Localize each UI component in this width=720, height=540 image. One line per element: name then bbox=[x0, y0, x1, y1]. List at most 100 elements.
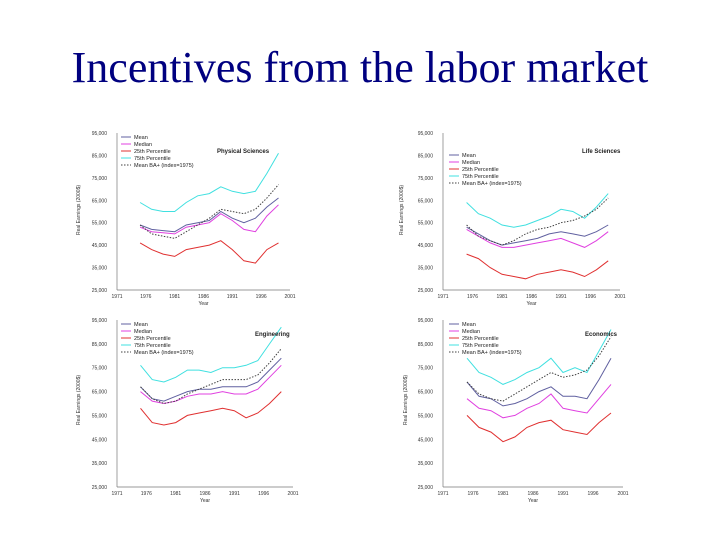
series-line-median bbox=[466, 384, 612, 419]
x-tick-label: 1971 bbox=[111, 294, 122, 300]
legend-label: 75th Percentile bbox=[462, 174, 499, 180]
chart-title: Physical Sciences bbox=[217, 149, 270, 155]
x-axis-label: Year bbox=[198, 301, 208, 307]
series-line-median bbox=[139, 204, 279, 235]
series-line-mean bbox=[466, 224, 609, 246]
y-axis-label: Real Earnings (2000$) bbox=[399, 185, 405, 235]
series-line-p25 bbox=[139, 240, 279, 264]
y-tick-label: 65,000 bbox=[418, 390, 434, 396]
x-tick-label: 2001 bbox=[617, 491, 628, 497]
y-axis-label: Real Earnings (2000$) bbox=[403, 375, 409, 425]
y-tick-label: 85,000 bbox=[418, 153, 434, 159]
chart-panel-4: 95,000 85,000 75,000 65,000 55,000 45,000 35,0… bbox=[403, 318, 629, 504]
y-tick-label: 85,000 bbox=[92, 153, 108, 159]
legend-label: 25th Percentile bbox=[462, 336, 499, 342]
series-line-mean bbox=[466, 357, 612, 407]
legend-label: 75th Percentile bbox=[134, 343, 171, 349]
chart-title: Economics bbox=[585, 332, 618, 338]
series-line-ba bbox=[466, 197, 609, 246]
y-tick-label: 45,000 bbox=[92, 243, 108, 249]
series-line-mean bbox=[139, 197, 279, 233]
y-tick-label: 45,000 bbox=[418, 437, 434, 443]
series-line-ba bbox=[140, 348, 282, 405]
x-tick-label: 1991 bbox=[555, 294, 566, 300]
y-axis-label: Real Earnings (2000$) bbox=[76, 185, 82, 235]
series-line-ba bbox=[466, 336, 612, 402]
legend-label: 25th Percentile bbox=[462, 167, 499, 173]
legend-label: Mean bbox=[134, 135, 148, 141]
series-line-p25 bbox=[466, 253, 609, 280]
y-tick-label: 35,000 bbox=[418, 461, 434, 467]
legend-label: Mean bbox=[134, 322, 148, 328]
y-tick-label: 95,000 bbox=[92, 131, 108, 137]
y-tick-label: 55,000 bbox=[92, 221, 108, 227]
x-tick-label: 1986 bbox=[198, 294, 209, 300]
x-tick-label: 1991 bbox=[557, 491, 568, 497]
legend-label: Mean BA+ (index=1975) bbox=[134, 350, 194, 356]
y-tick-label: 95,000 bbox=[418, 318, 434, 324]
chart-title: Life Sciences bbox=[582, 149, 621, 155]
x-tick-label: 1971 bbox=[437, 294, 448, 300]
x-axis-label: Year bbox=[200, 498, 210, 504]
slide-title: Incentives from the labor market bbox=[71, 43, 649, 92]
y-tick-label: 95,000 bbox=[92, 318, 108, 324]
series-line-ba bbox=[139, 184, 279, 239]
x-tick-label: 1981 bbox=[169, 294, 180, 300]
y-tick-label: 65,000 bbox=[92, 390, 108, 396]
x-tick-label: 1971 bbox=[437, 491, 448, 497]
legend-label: Median bbox=[134, 329, 152, 335]
legend-label: 75th Percentile bbox=[462, 343, 499, 349]
y-tick-label: 45,000 bbox=[92, 437, 108, 443]
y-tick-label: 75,000 bbox=[418, 176, 434, 182]
x-axis-label: Year bbox=[526, 301, 536, 307]
series-line-mean bbox=[140, 357, 282, 402]
x-tick-label: 1986 bbox=[199, 491, 210, 497]
series-line-p25 bbox=[466, 412, 612, 443]
legend-label: Median bbox=[462, 329, 480, 335]
legend-label: Mean bbox=[462, 153, 476, 159]
x-tick-label: 1981 bbox=[497, 491, 508, 497]
y-tick-label: 95,000 bbox=[418, 131, 434, 137]
legend-label: Mean BA+ (index=1975) bbox=[134, 163, 194, 169]
y-tick-label: 35,000 bbox=[418, 266, 434, 272]
x-tick-label: 1981 bbox=[170, 491, 181, 497]
y-tick-label: 35,000 bbox=[92, 461, 108, 467]
x-tick-label: 2001 bbox=[614, 294, 625, 300]
y-tick-label: 75,000 bbox=[92, 366, 108, 372]
series-line-p25 bbox=[140, 391, 282, 426]
chart-title: Engineering bbox=[255, 332, 290, 338]
legend-label: 25th Percentile bbox=[134, 149, 171, 155]
y-tick-label: 75,000 bbox=[92, 176, 108, 182]
y-tick-label: 55,000 bbox=[92, 413, 108, 419]
x-tick-label: 1976 bbox=[467, 294, 478, 300]
legend-label: Mean bbox=[462, 322, 476, 328]
x-tick-label: 1976 bbox=[467, 491, 478, 497]
y-tick-label: 85,000 bbox=[418, 342, 434, 348]
y-tick-label: 45,000 bbox=[418, 243, 434, 249]
legend-label: 75th Percentile bbox=[134, 156, 171, 162]
y-tick-label: 25,000 bbox=[418, 288, 434, 294]
y-tick-label: 55,000 bbox=[418, 221, 434, 227]
chart-panel-3: 95,000 85,000 75,000 65,000 55,000 45,000 35,0… bbox=[76, 318, 299, 504]
x-tick-label: 1991 bbox=[229, 491, 240, 497]
x-tick-label: 1991 bbox=[227, 294, 238, 300]
series-line-median bbox=[140, 364, 282, 405]
legend-label: Median bbox=[134, 142, 152, 148]
y-tick-label: 65,000 bbox=[418, 198, 434, 204]
legend-label: Median bbox=[462, 160, 480, 166]
y-tick-label: 75,000 bbox=[418, 366, 434, 372]
x-tick-label: 1986 bbox=[527, 491, 538, 497]
y-tick-label: 25,000 bbox=[92, 288, 108, 294]
x-tick-label: 1986 bbox=[526, 294, 537, 300]
series-line-p75 bbox=[140, 326, 282, 383]
x-tick-label: 1996 bbox=[258, 491, 269, 497]
series-line-p75 bbox=[466, 329, 612, 385]
y-tick-label: 55,000 bbox=[418, 413, 434, 419]
series-line-median bbox=[466, 228, 609, 248]
x-axis-label: Year bbox=[528, 498, 538, 504]
y-axis-label: Real Earnings (2000$) bbox=[76, 375, 82, 425]
x-tick-label: 1976 bbox=[140, 294, 151, 300]
y-tick-label: 25,000 bbox=[418, 485, 434, 491]
chart-panel-1: 95,000 85,000 75,000 65,000 55,000 45,000 35,0… bbox=[76, 131, 296, 307]
